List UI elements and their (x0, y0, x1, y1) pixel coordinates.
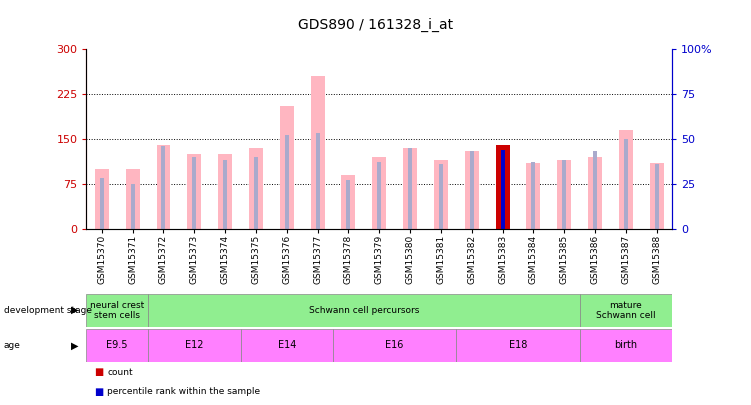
Bar (372, 157, 386, 229)
Bar (315, 133, 319, 229)
Bar (650, 163, 664, 229)
Text: ▶: ▶ (71, 305, 79, 315)
Text: age: age (4, 341, 20, 350)
Text: E14: E14 (278, 341, 296, 350)
Bar (580, 294, 672, 327)
Bar (125, 169, 140, 229)
Bar (156, 145, 170, 229)
Bar (377, 162, 382, 229)
Bar (403, 148, 417, 229)
Text: ■: ■ (94, 367, 103, 377)
Bar (562, 160, 566, 229)
Bar (408, 148, 412, 229)
Bar (86, 294, 148, 327)
Bar (311, 76, 324, 229)
Bar (333, 329, 457, 362)
Bar (192, 157, 196, 229)
Bar (223, 160, 227, 229)
Bar (249, 148, 263, 229)
Text: E16: E16 (385, 341, 404, 350)
Bar (285, 135, 288, 229)
Bar (161, 146, 165, 229)
Bar (593, 151, 597, 229)
Bar (501, 149, 505, 229)
Bar (219, 154, 232, 229)
Text: E12: E12 (185, 341, 204, 350)
Bar (280, 106, 294, 229)
Bar (240, 329, 333, 362)
Text: ■: ■ (94, 387, 103, 396)
Bar (86, 329, 148, 362)
Bar (619, 130, 633, 229)
Text: development stage: development stage (4, 306, 92, 315)
Bar (434, 160, 448, 229)
Text: GDS890 / 161328_i_at: GDS890 / 161328_i_at (298, 18, 453, 32)
Text: count: count (107, 368, 133, 377)
Bar (342, 175, 355, 229)
Text: mature
Schwann cell: mature Schwann cell (596, 301, 656, 320)
Bar (588, 157, 602, 229)
Bar (439, 164, 443, 229)
Text: E18: E18 (509, 341, 527, 350)
Bar (131, 184, 134, 229)
Bar (187, 154, 201, 229)
Bar (457, 329, 580, 362)
Bar (95, 169, 109, 229)
Bar (148, 294, 580, 327)
Bar (148, 329, 240, 362)
Bar (532, 162, 535, 229)
Bar (580, 329, 672, 362)
Bar (624, 139, 628, 229)
Bar (496, 145, 509, 229)
Bar (346, 180, 351, 229)
Text: ▶: ▶ (71, 341, 79, 350)
Bar (655, 164, 659, 229)
Bar (465, 151, 478, 229)
Text: Schwann cell percursors: Schwann cell percursors (309, 306, 419, 315)
Bar (470, 151, 474, 229)
Bar (557, 160, 572, 229)
Bar (100, 178, 104, 229)
Text: neural crest
stem cells: neural crest stem cells (90, 301, 144, 320)
Bar (526, 163, 540, 229)
Text: birth: birth (614, 341, 638, 350)
Text: percentile rank within the sample: percentile rank within the sample (107, 387, 261, 396)
Text: E9.5: E9.5 (107, 341, 128, 350)
Bar (254, 157, 258, 229)
